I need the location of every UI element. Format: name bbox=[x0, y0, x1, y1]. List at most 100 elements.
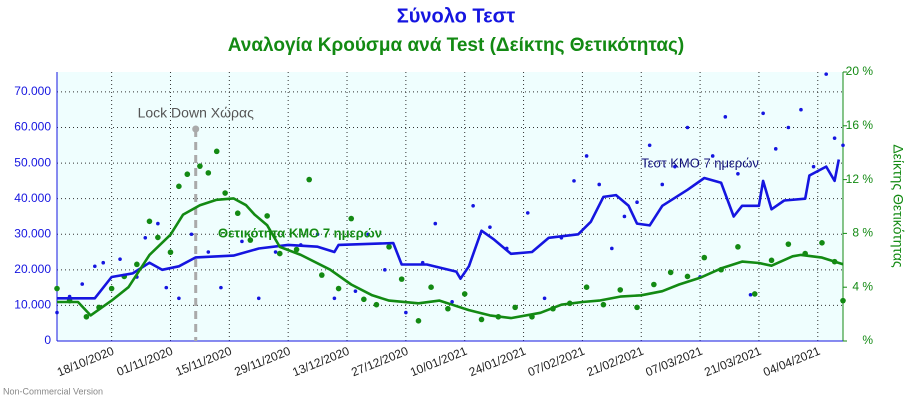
data-point bbox=[264, 213, 270, 219]
x-tick-label: 29/11/2020 bbox=[232, 344, 292, 379]
data-point bbox=[146, 218, 153, 225]
data-point bbox=[54, 285, 60, 292]
y2-tick-label: 4 % bbox=[852, 279, 873, 293]
y-tick-label: 30.000 bbox=[14, 226, 51, 240]
data-point bbox=[164, 285, 169, 290]
data-point bbox=[156, 221, 160, 226]
data-point bbox=[306, 176, 312, 183]
data-point bbox=[710, 154, 715, 158]
data-point bbox=[651, 281, 657, 288]
x-tick-label: 13/12/2020 bbox=[290, 344, 351, 380]
data-point bbox=[786, 125, 791, 130]
x-tick-label: 27/12/2020 bbox=[349, 344, 410, 380]
data-point bbox=[319, 272, 325, 278]
data-point bbox=[428, 284, 434, 291]
y-tick-label: 20.000 bbox=[14, 262, 51, 276]
data-point bbox=[118, 257, 122, 261]
data-point bbox=[785, 241, 792, 247]
data-point bbox=[80, 282, 85, 286]
y-tick-label: 50.000 bbox=[14, 155, 51, 169]
data-point bbox=[824, 72, 828, 76]
data-point bbox=[332, 296, 337, 301]
data-point bbox=[673, 164, 677, 169]
data-point bbox=[445, 305, 451, 312]
data-point bbox=[108, 285, 115, 292]
data-point bbox=[404, 310, 408, 315]
data-point bbox=[450, 300, 454, 304]
data-point bbox=[584, 154, 589, 158]
series-label: Θετικότητα ΚΜΟ 7 ημερών bbox=[218, 225, 382, 240]
y2-tick-label: 12 % bbox=[846, 172, 874, 186]
data-point bbox=[205, 170, 212, 176]
annotation-dot bbox=[192, 125, 200, 133]
data-point bbox=[293, 246, 300, 253]
x-tick-label: 21/02/2021 bbox=[585, 344, 646, 380]
data-point bbox=[415, 318, 422, 324]
data-point bbox=[177, 296, 181, 301]
y-tick-label: 70.000 bbox=[14, 84, 51, 98]
data-point bbox=[773, 147, 778, 151]
data-point bbox=[461, 291, 468, 297]
data-point bbox=[276, 250, 283, 257]
y2-tick-label: % bbox=[862, 333, 873, 347]
data-point bbox=[751, 291, 758, 297]
data-point bbox=[832, 136, 837, 140]
data-point bbox=[176, 183, 182, 190]
data-point bbox=[398, 276, 405, 282]
data-point bbox=[735, 244, 741, 250]
data-point bbox=[206, 250, 211, 254]
data-point bbox=[701, 254, 708, 261]
data-point bbox=[478, 316, 485, 323]
x-tick-label: 24/01/2021 bbox=[467, 344, 528, 380]
data-point bbox=[348, 215, 355, 222]
data-point bbox=[155, 234, 161, 241]
y-tick-label: 40.000 bbox=[14, 191, 51, 205]
data-point bbox=[542, 296, 547, 301]
footer: Non-Commercial Version bbox=[3, 386, 103, 396]
data-point bbox=[273, 250, 278, 254]
y2-tick-label: 8 % bbox=[852, 226, 873, 240]
data-point bbox=[83, 313, 90, 320]
data-point bbox=[240, 239, 244, 244]
data-point bbox=[234, 210, 241, 217]
data-point bbox=[768, 257, 775, 264]
x-tick-label: 01/11/2020 bbox=[115, 344, 175, 379]
x-tick-label: 07/03/2021 bbox=[643, 344, 704, 380]
data-point bbox=[819, 240, 825, 246]
data-point bbox=[247, 237, 254, 243]
chart-subtitle: Αναλογία Κρούσμα ανά Test (Δείκτης Θετικ… bbox=[228, 35, 685, 56]
x-tick-label: 07/02/2021 bbox=[526, 344, 587, 380]
data-point bbox=[840, 297, 846, 304]
series-line bbox=[57, 159, 841, 300]
data-point bbox=[256, 296, 261, 301]
data-point bbox=[572, 179, 576, 183]
data-point bbox=[219, 285, 223, 290]
y-tick-label: 0 bbox=[44, 333, 51, 347]
data-point bbox=[736, 171, 740, 176]
data-point bbox=[167, 249, 174, 256]
data-point bbox=[488, 225, 492, 229]
data-point bbox=[386, 244, 392, 250]
y-tick-label: 10.000 bbox=[14, 298, 51, 312]
data-point bbox=[685, 125, 690, 130]
data-point bbox=[361, 296, 367, 303]
data-point bbox=[583, 284, 590, 291]
annotation-text: Lock Down Χώρας bbox=[138, 105, 254, 121]
y-tick-label: 60.000 bbox=[14, 120, 51, 134]
x-tick-label: 04/04/2021 bbox=[761, 344, 822, 380]
data-point bbox=[684, 273, 691, 280]
data-point bbox=[525, 211, 530, 215]
data-point bbox=[197, 163, 203, 169]
data-point bbox=[634, 304, 640, 311]
data-point bbox=[660, 182, 665, 187]
x-tick-label: 10/01/2021 bbox=[408, 344, 469, 380]
data-point bbox=[622, 214, 627, 219]
data-point bbox=[723, 115, 728, 119]
data-point bbox=[55, 310, 59, 315]
data-point bbox=[184, 171, 191, 178]
data-point bbox=[597, 182, 602, 187]
data-point bbox=[761, 111, 765, 116]
x-tick-label: 21/03/2021 bbox=[702, 344, 763, 380]
data-point bbox=[471, 203, 475, 208]
